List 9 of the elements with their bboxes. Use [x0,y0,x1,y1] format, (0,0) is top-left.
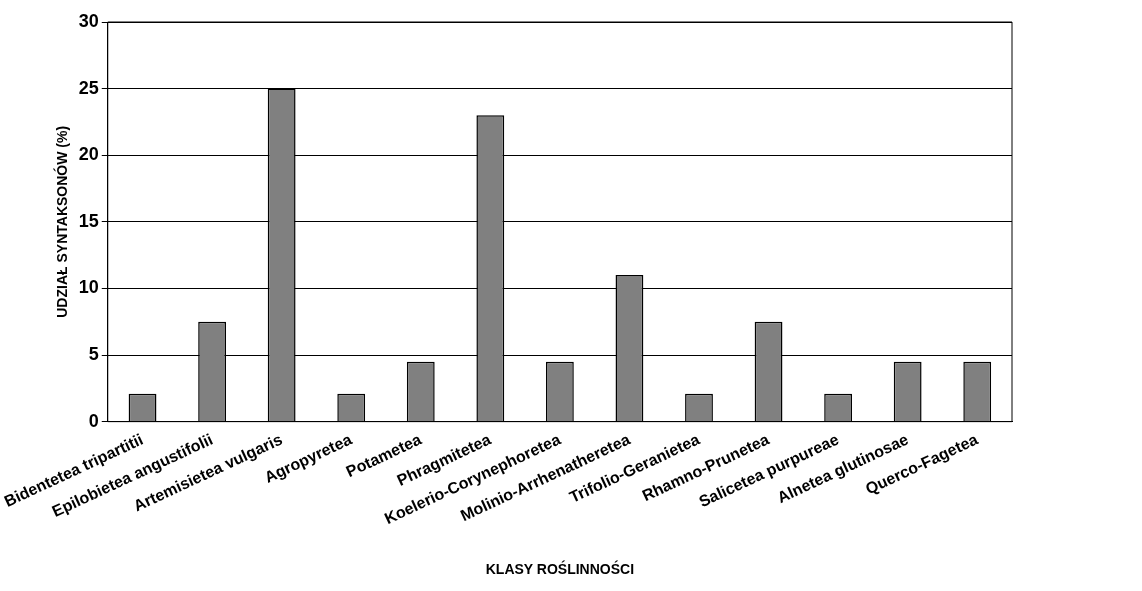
x-axis-title: KLASY ROŚLINNOŚCI [485,560,635,578]
y-tick-label: 30 [78,10,99,31]
y-tick-label: 15 [78,210,99,231]
y-tick-label: 10 [78,277,99,298]
y-tick-label: 20 [78,144,99,165]
y-axis-title: UDZIAŁ SYNTAKSONÓW (%) [53,125,71,318]
y-tick-label: 5 [88,344,99,364]
y-tick-label: 25 [78,77,99,98]
y-tick-label: 0 [88,410,99,431]
